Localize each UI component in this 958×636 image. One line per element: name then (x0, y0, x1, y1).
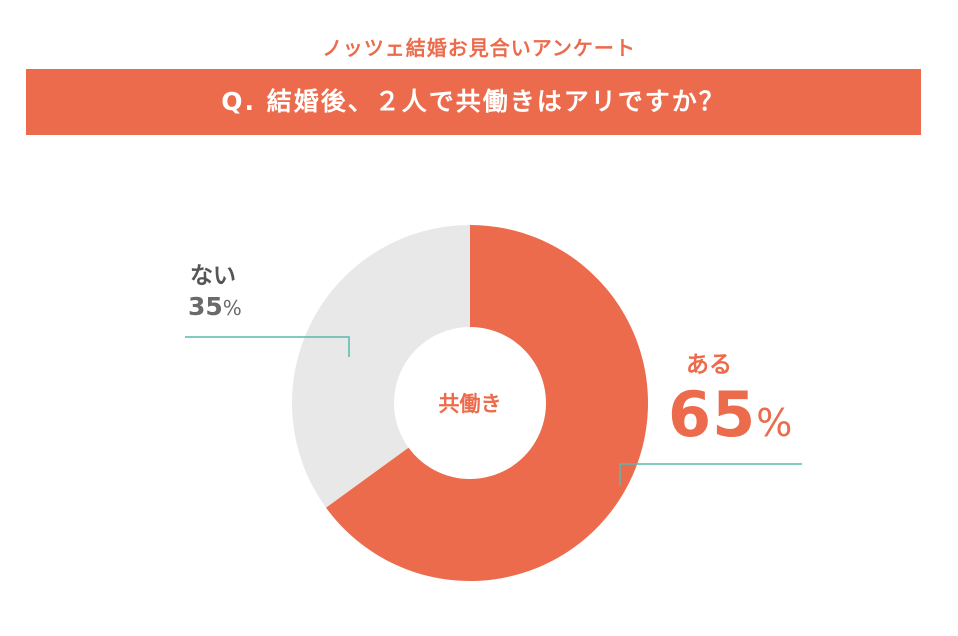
slice-value-no-number: 35 (188, 292, 223, 321)
survey-name: ノッツェ結婚お見合いアンケート (322, 36, 636, 60)
question-banner: Q. 結婚後、２人で共働きはアリですか？ (26, 69, 921, 135)
question-text: Q. 結婚後、２人で共働きはアリですか？ (221, 87, 726, 116)
slice-value-yes: 65% (668, 378, 792, 451)
leader-line-yes (619, 463, 802, 486)
chart-slices (292, 225, 648, 581)
slice-value-yes-number: 65 (668, 378, 757, 451)
slice-label-no: ない (190, 263, 236, 289)
slice-no (292, 225, 470, 508)
slice-value-no: 35% (188, 292, 242, 321)
center-label: 共働き (438, 392, 502, 416)
slice-label-yes: ある (686, 352, 732, 378)
leader-line-no (185, 336, 350, 357)
slice-yes (325, 225, 648, 581)
slice-value-yes-percent: % (756, 401, 793, 445)
slice-value-no-percent: % (222, 296, 242, 320)
